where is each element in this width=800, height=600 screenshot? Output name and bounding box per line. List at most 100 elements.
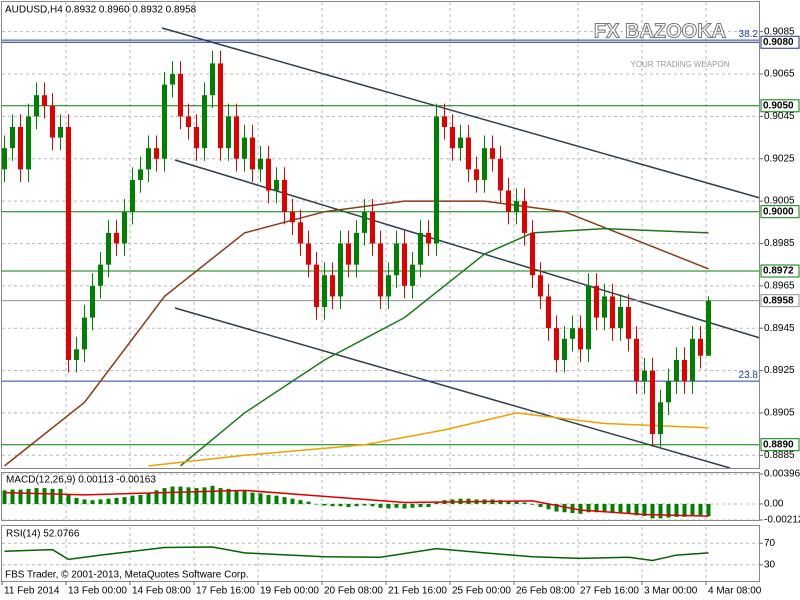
y-tick-label: 30 bbox=[764, 559, 776, 570]
candle-body bbox=[66, 126, 71, 360]
candle-body bbox=[362, 211, 367, 233]
histogram-bar bbox=[330, 503, 335, 507]
candle-body bbox=[330, 275, 335, 297]
histogram-bar bbox=[314, 503, 319, 505]
candle-body bbox=[498, 158, 503, 191]
candle-body bbox=[282, 179, 287, 212]
candle-body bbox=[370, 211, 375, 244]
histogram-bar bbox=[362, 503, 367, 506]
candle-body bbox=[90, 285, 95, 318]
histogram-bar bbox=[266, 494, 271, 504]
histogram-bar bbox=[82, 499, 87, 504]
candle-body bbox=[338, 243, 343, 297]
trend-lines bbox=[161, 27, 761, 469]
candle-body bbox=[626, 307, 631, 339]
candle-body bbox=[554, 328, 559, 360]
level-label: 0.9050 bbox=[763, 100, 794, 111]
candle-body bbox=[82, 317, 87, 350]
histogram-bar bbox=[122, 497, 127, 504]
y-tick-label: 0.8965 bbox=[764, 280, 795, 291]
main-frame bbox=[1, 1, 760, 469]
candle-body bbox=[210, 63, 215, 96]
histogram-bar bbox=[146, 493, 151, 504]
candle-body bbox=[290, 211, 295, 223]
indicator-title: RSI(14) 52.0766 bbox=[6, 529, 80, 540]
candle-body bbox=[50, 105, 55, 138]
moving-average bbox=[148, 412, 709, 467]
histogram-bar bbox=[434, 502, 439, 504]
histogram-bar bbox=[258, 493, 263, 504]
histogram-bar bbox=[402, 503, 407, 509]
watermark-subtitle: YOUR TRADING WEAPON bbox=[631, 60, 730, 69]
histogram-bar bbox=[186, 487, 191, 504]
histogram-bar bbox=[562, 503, 567, 513]
histogram-bar bbox=[194, 488, 199, 504]
y-tick-label: 0.9025 bbox=[764, 153, 795, 164]
histogram-bar bbox=[426, 503, 431, 507]
signal-line bbox=[4, 489, 709, 517]
y-tick-label: 0.8925 bbox=[764, 365, 795, 376]
candle-body bbox=[434, 116, 439, 244]
histogram-bar bbox=[298, 500, 303, 504]
level-label-box bbox=[760, 205, 800, 219]
y-tick-label: -0.00212 bbox=[764, 515, 800, 526]
histogram-bar bbox=[26, 488, 31, 504]
level-label: 0.9000 bbox=[763, 206, 794, 217]
histogram-bar bbox=[130, 495, 135, 504]
candle-body bbox=[450, 126, 455, 149]
histogram-bar bbox=[498, 500, 503, 504]
histogram-bar bbox=[522, 502, 527, 504]
candle-body bbox=[698, 338, 703, 356]
histogram-bar bbox=[210, 485, 215, 504]
histogram-bar bbox=[50, 488, 55, 504]
x-tick-label: 13 Feb 00:00 bbox=[68, 586, 127, 597]
histogram-bar bbox=[2, 490, 7, 504]
histogram-bar bbox=[370, 503, 375, 507]
histogram-bar bbox=[410, 503, 415, 508]
histogram-bar bbox=[226, 488, 231, 504]
x-tick-label: 19 Feb 00:00 bbox=[260, 586, 319, 597]
candle-body bbox=[682, 359, 687, 382]
y-tick-label: 0.8945 bbox=[764, 323, 795, 334]
histogram-bar bbox=[554, 503, 559, 512]
histogram-bar bbox=[354, 503, 359, 507]
x-tick-label: 14 Feb 08:00 bbox=[132, 586, 191, 597]
candle-body bbox=[442, 116, 447, 127]
histogram-bar bbox=[538, 503, 543, 507]
macd-frame bbox=[1, 472, 760, 521]
candle-body bbox=[386, 275, 391, 297]
candle-body bbox=[402, 243, 407, 286]
histogram-bar bbox=[682, 503, 687, 517]
histogram-bar bbox=[506, 500, 511, 504]
histogram-bar bbox=[378, 503, 383, 508]
candle-body bbox=[514, 201, 519, 212]
candle-body bbox=[250, 137, 255, 170]
y-tick-label: 70 bbox=[764, 538, 776, 549]
histogram-bar bbox=[58, 488, 63, 504]
histogram-bar bbox=[250, 492, 255, 504]
candle-body bbox=[394, 243, 399, 276]
candle-body bbox=[506, 190, 511, 212]
candle-body bbox=[306, 243, 311, 265]
histogram-bar bbox=[242, 491, 247, 504]
candle-body bbox=[122, 211, 127, 244]
histogram-bar bbox=[706, 503, 711, 517]
histogram-bar bbox=[666, 503, 671, 518]
candle-body bbox=[354, 232, 359, 265]
candle-body bbox=[58, 126, 63, 138]
y-tick-label: 0.9045 bbox=[764, 111, 795, 122]
moving-average bbox=[180, 227, 709, 467]
x-tick-label: 27 Feb 16:00 bbox=[580, 586, 639, 597]
candle-body bbox=[466, 137, 471, 170]
x-tick-label: 21 Feb 16:00 bbox=[388, 586, 447, 597]
histogram-bar bbox=[74, 497, 79, 504]
candle-body bbox=[130, 179, 135, 212]
candle-body bbox=[490, 148, 495, 159]
candle-body bbox=[258, 158, 263, 170]
candle-body bbox=[202, 95, 207, 149]
histogram-bar bbox=[346, 503, 351, 507]
candle-body bbox=[10, 126, 15, 149]
symbol-header: AUDUSD,H4 0.8932 0.8960 0.8932 0.8958 bbox=[5, 5, 197, 16]
histogram-bar bbox=[202, 487, 207, 504]
histogram-bar bbox=[674, 503, 679, 517]
